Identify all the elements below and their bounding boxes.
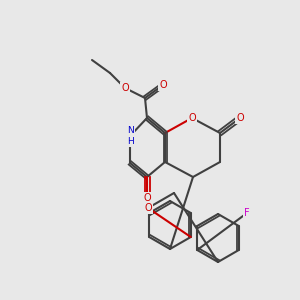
Text: O: O bbox=[236, 113, 244, 123]
Text: O: O bbox=[144, 203, 152, 213]
Text: N
H: N H bbox=[127, 126, 134, 146]
Text: O: O bbox=[159, 80, 167, 90]
Text: O: O bbox=[188, 113, 196, 123]
Text: F: F bbox=[244, 208, 250, 218]
Text: O: O bbox=[121, 83, 129, 93]
Text: O: O bbox=[143, 193, 151, 203]
